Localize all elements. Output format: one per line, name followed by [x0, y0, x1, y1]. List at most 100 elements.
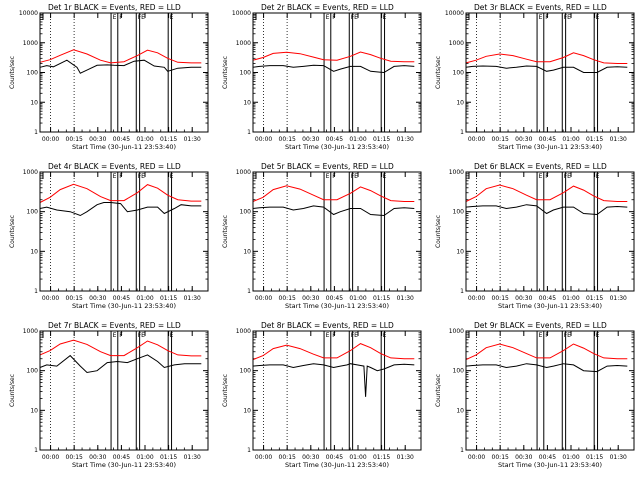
y-axis-label: Counts/sec: [9, 56, 16, 89]
chart-panel-1: Det 1r BLACK = Events, RED = LLD 1 10 100 10…: [9, 3, 209, 151]
x-tick-label: 00:00: [42, 295, 59, 302]
y-tick-label: 1000: [23, 40, 38, 47]
x-tick-label: 01:30: [610, 454, 627, 461]
chart-title: Det 2r BLACK = Events, RED = LLD: [261, 3, 394, 12]
vertical-event-label: F: [332, 14, 336, 21]
y-tick-label: 1: [34, 447, 38, 454]
chart-panel-6: Det 6r BLACK = Events, RED = LLD 1 10 100 10…: [435, 162, 635, 310]
plot-frame: [465, 330, 635, 451]
chart-panel-8: Det 8r BLACK = Events, RED = LLD 1 10 100 10…: [222, 321, 422, 469]
vertical-event-label: E: [141, 332, 145, 339]
vertical-event-label: E: [113, 14, 117, 21]
x-axis-label: Start Time (30-Jun-11 23:53:40): [498, 143, 602, 151]
x-tick-label: 00:30: [89, 454, 106, 461]
y-axis-label: Counts/sec: [222, 374, 229, 407]
vertical-event-label: E: [113, 173, 117, 180]
vertical-event-label: F: [119, 332, 123, 339]
vertical-event-label: E: [567, 173, 571, 180]
plot-frame: [252, 171, 422, 292]
y-tick-label: 10: [243, 248, 251, 255]
y-tick-label: 1: [34, 288, 38, 295]
x-tick-label: 01:30: [610, 136, 627, 143]
x-tick-label: 01:00: [562, 136, 579, 143]
y-tick-label: 1: [460, 129, 464, 136]
x-tick-label: 00:00: [468, 454, 485, 461]
x-tick-label: 00:15: [492, 454, 509, 461]
x-axis-label: Start Time (30-Jun-11 23:53:40): [285, 461, 389, 469]
y-tick-label: 100: [240, 368, 252, 375]
chart-title: Det 9r BLACK = Events, RED = LLD: [474, 321, 607, 330]
series-line-events: [39, 59, 202, 74]
y-tick-label: 10: [30, 99, 38, 106]
chart-panel-5: Det 5r BLACK = Events, RED = LLD 1 10 100 10…: [222, 162, 422, 310]
y-tick-label: 10000: [445, 10, 464, 17]
series-line-events: [252, 205, 415, 217]
vertical-event-label: F: [332, 332, 336, 339]
series-line-lld: [465, 343, 628, 361]
vertical-event-label: E: [567, 332, 571, 339]
vertical-event-label: F: [119, 173, 123, 180]
vertical-event-label: E: [354, 173, 358, 180]
x-tick-label: 00:15: [66, 295, 83, 302]
x-tick-label: 01:00: [136, 295, 153, 302]
y-tick-label: 10: [30, 407, 38, 414]
vertical-event-label: E: [567, 14, 571, 21]
vertical-event-label: E: [326, 332, 330, 339]
x-tick-label: 00:15: [492, 136, 509, 143]
x-tick-label: 01:15: [373, 295, 390, 302]
y-tick-label: 1000: [236, 169, 251, 176]
y-tick-label: 1000: [449, 40, 464, 47]
x-tick-label: 01:00: [562, 454, 579, 461]
x-tick-label: 01:30: [610, 295, 627, 302]
x-tick-label: 01:00: [136, 136, 153, 143]
series-line-events: [39, 202, 202, 217]
y-tick-label: 10: [456, 248, 464, 255]
y-tick-label: 1000: [23, 328, 38, 335]
x-tick-label: 00:00: [468, 295, 485, 302]
vertical-event-label: F: [119, 14, 123, 21]
x-tick-label: 01:30: [184, 136, 201, 143]
y-axis-label: Counts/sec: [435, 56, 442, 89]
series-line-lld: [465, 184, 628, 202]
series-line-events: [465, 204, 628, 216]
series-line-events: [465, 65, 628, 73]
vertical-event-label: E: [539, 14, 543, 21]
vertical-event-label: E: [354, 14, 358, 21]
x-tick-label: 01:15: [586, 136, 603, 143]
x-tick-label: 00:45: [326, 136, 343, 143]
y-axis-label: Counts/sec: [435, 374, 442, 407]
x-tick-label: 00:15: [279, 136, 296, 143]
chart-title: Det 4r BLACK = Events, RED = LLD: [48, 162, 181, 171]
x-axis-label: Start Time (30-Jun-11 23:53:40): [72, 302, 176, 310]
y-tick-label: 1: [247, 288, 251, 295]
y-axis-label: Counts/sec: [435, 215, 442, 248]
x-tick-label: 00:30: [89, 136, 106, 143]
vertical-event-label: F: [332, 173, 336, 180]
x-axis-label: Start Time (30-Jun-11 23:53:40): [285, 302, 389, 310]
x-tick-label: 00:00: [255, 136, 272, 143]
plot-frame: [465, 171, 635, 292]
x-tick-label: 00:45: [539, 454, 556, 461]
series-line-lld: [252, 185, 415, 202]
chart-title: Det 7r BLACK = Events, RED = LLD: [48, 321, 181, 330]
plot-frame: [39, 171, 209, 292]
x-tick-label: 00:00: [255, 295, 272, 302]
x-tick-label: 00:15: [66, 454, 83, 461]
chart-panel-2: Det 2r BLACK = Events, RED = LLD 1 10 100 10…: [222, 3, 422, 151]
y-tick-label: 10: [456, 407, 464, 414]
series-line-lld: [465, 52, 628, 64]
x-tick-label: 01:15: [160, 454, 177, 461]
vertical-event-label: F: [545, 173, 549, 180]
y-tick-label: 100: [453, 368, 465, 375]
y-tick-label: 100: [27, 368, 39, 375]
x-tick-label: 01:15: [586, 454, 603, 461]
x-tick-label: 01:15: [586, 295, 603, 302]
plot-frame: [39, 12, 209, 133]
vertical-event-label: E: [326, 173, 330, 180]
vertical-event-label: E: [141, 14, 145, 21]
y-axis-label: Counts/sec: [222, 215, 229, 248]
x-tick-label: 00:00: [42, 454, 59, 461]
vertical-event-label: E: [354, 332, 358, 339]
